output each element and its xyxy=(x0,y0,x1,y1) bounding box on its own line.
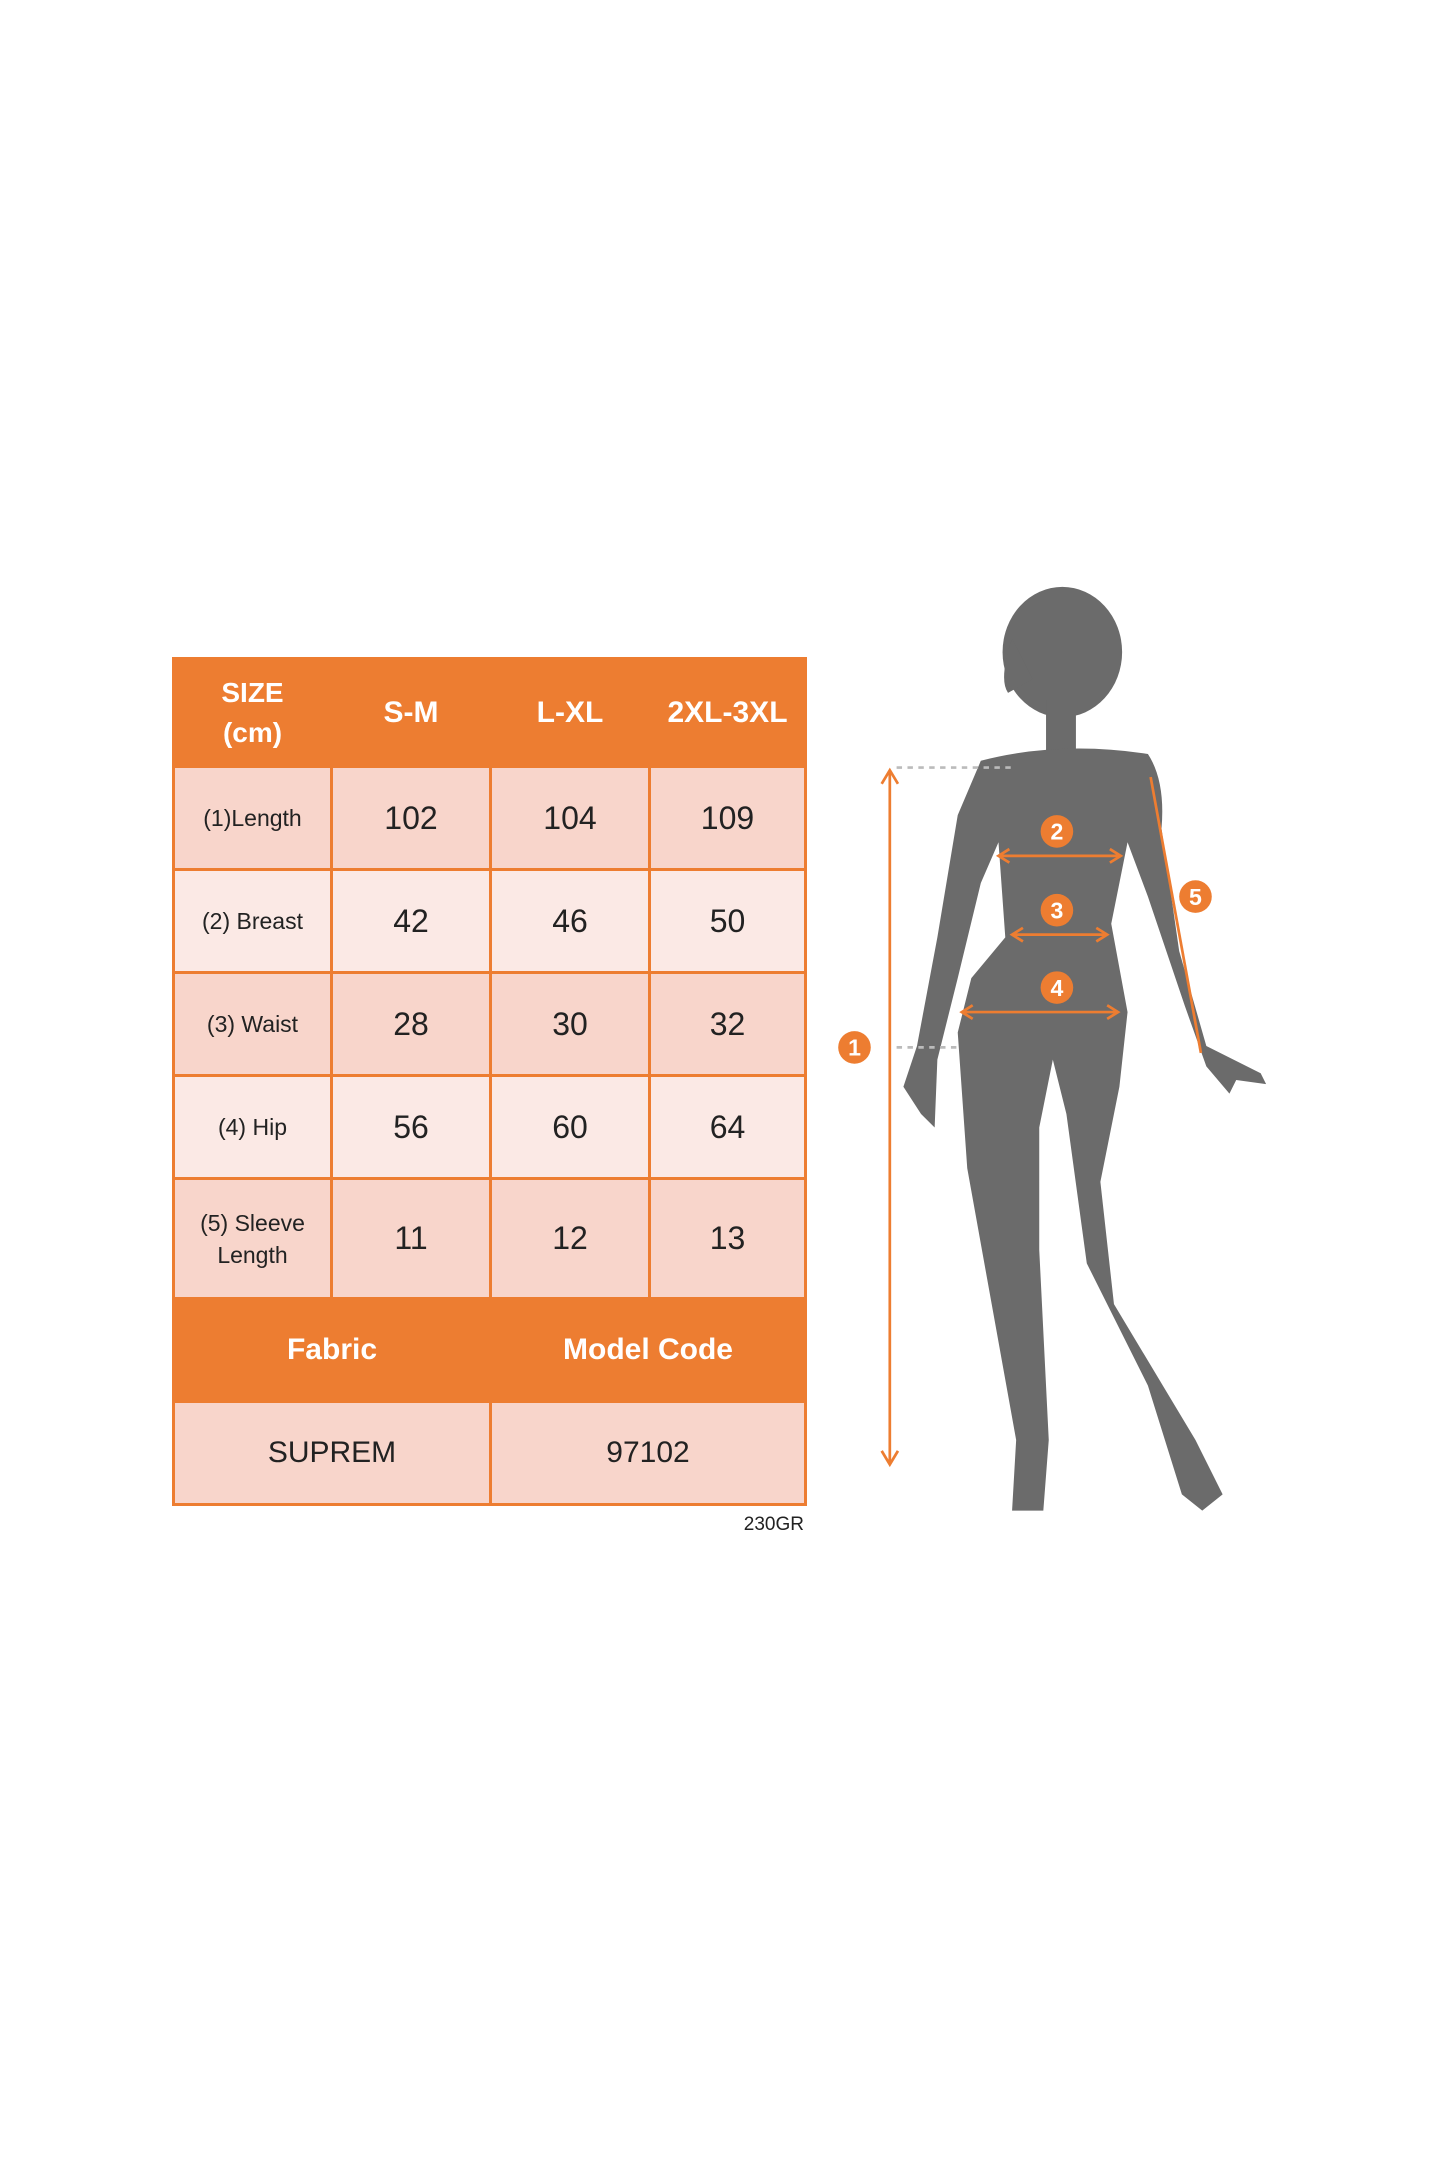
fabric-value: SUPREM xyxy=(172,1400,492,1506)
row-label: (1)Length xyxy=(172,765,333,871)
cell: 46 xyxy=(489,868,651,974)
marker-4: 4 xyxy=(1040,971,1074,1004)
measurement-lines xyxy=(880,766,1203,1468)
row-label: (5) Sleeve Length xyxy=(172,1177,333,1300)
table-row: (4) Hip 56 60 64 xyxy=(172,1074,807,1180)
header-model-code: Model Code xyxy=(489,1297,807,1403)
cell: 104 xyxy=(489,765,651,871)
table-row: (1)Length 102 104 109 xyxy=(172,765,807,871)
cell: 64 xyxy=(648,1074,807,1180)
row-label: (3) Waist xyxy=(172,971,333,1077)
svg-text:5: 5 xyxy=(1189,884,1202,910)
table-row: (2) Breast 42 46 50 xyxy=(172,868,807,974)
cell: 13 xyxy=(648,1177,807,1300)
svg-text:2: 2 xyxy=(1050,819,1063,845)
marker-1: 1 xyxy=(838,1031,871,1064)
footer-header-row: Fabric Model Code xyxy=(172,1297,807,1403)
woman-silhouette xyxy=(903,586,1267,1511)
row-label: (4) Hip xyxy=(172,1074,333,1180)
cell: 60 xyxy=(489,1074,651,1180)
cell: 32 xyxy=(648,971,807,1077)
row-label: (2) Breast xyxy=(172,868,333,974)
cell: 42 xyxy=(330,868,492,974)
cell: 109 xyxy=(648,765,807,871)
marker-5: 5 xyxy=(1179,880,1212,913)
header-l-xl: L-XL xyxy=(489,657,651,768)
cell: 50 xyxy=(648,868,807,974)
cell: 28 xyxy=(330,971,492,1077)
cell: 102 xyxy=(330,765,492,871)
svg-text:3: 3 xyxy=(1050,897,1063,923)
header-2xl-3xl: 2XL-3XL xyxy=(648,657,807,768)
svg-text:1: 1 xyxy=(848,1035,861,1061)
header-size: SIZE (cm) xyxy=(172,657,333,768)
model-code-value: 97102 xyxy=(489,1400,807,1506)
fabric-weight-note: 230GR xyxy=(743,1514,804,1535)
cell: 30 xyxy=(489,971,651,1077)
table-header-row: SIZE (cm) S-M L-XL 2XL-3XL xyxy=(172,657,807,768)
marker-3: 3 xyxy=(1040,893,1074,927)
cell: 56 xyxy=(330,1074,492,1180)
header-fabric: Fabric xyxy=(172,1297,492,1403)
size-chart-table: SIZE (cm) S-M L-XL 2XL-3XL (1)Length 102… xyxy=(172,657,807,1506)
footer-row: SUPREM 97102 xyxy=(172,1400,807,1506)
cell: 12 xyxy=(489,1177,651,1300)
table-row: (3) Waist 28 30 32 xyxy=(172,971,807,1077)
marker-2: 2 xyxy=(1040,815,1074,848)
header-s-m: S-M xyxy=(330,657,492,768)
cell: 11 xyxy=(330,1177,492,1300)
table-row: (5) Sleeve Length 11 12 13 xyxy=(172,1177,807,1300)
svg-text:4: 4 xyxy=(1050,975,1063,1001)
